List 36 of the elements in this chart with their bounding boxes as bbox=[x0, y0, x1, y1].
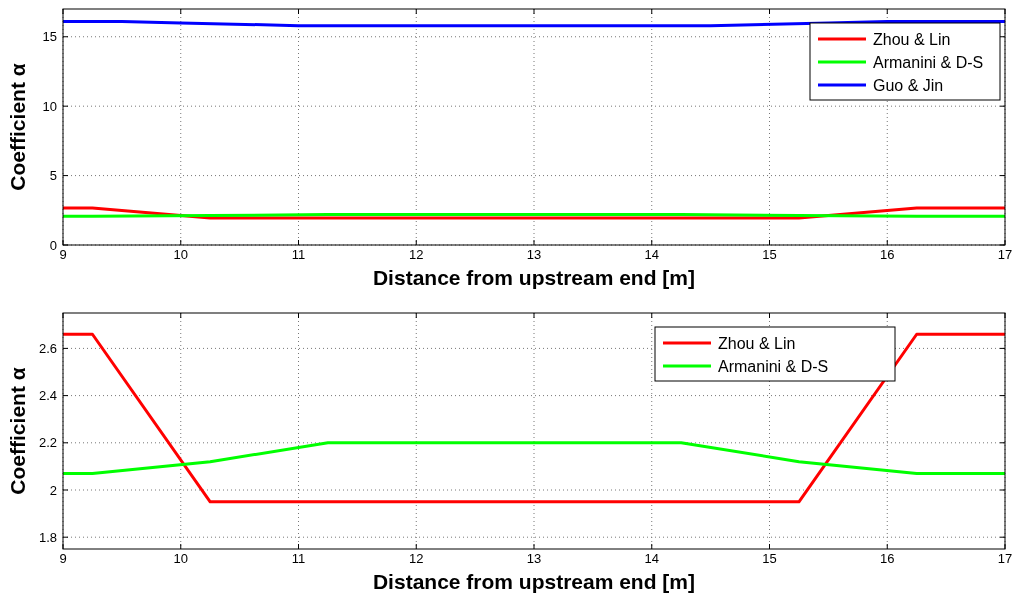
y-axis-title: Coefficient α bbox=[6, 63, 29, 191]
y-axis-title: Coefficient α bbox=[6, 367, 29, 495]
legend-label: Guo & Jin bbox=[873, 76, 944, 94]
y-tick-label: 0 bbox=[49, 237, 57, 253]
x-tick-label: 10 bbox=[173, 247, 188, 262]
x-tick-label: 12 bbox=[409, 551, 424, 566]
x-tick-label: 15 bbox=[762, 551, 777, 566]
x-tick-label: 15 bbox=[762, 247, 777, 262]
x-tick-label: 17 bbox=[997, 551, 1013, 566]
y-tick-label: 15 bbox=[42, 29, 57, 45]
y-tick-label: 2.4 bbox=[38, 388, 57, 404]
legend-label: Armanini & D-S bbox=[873, 53, 984, 71]
x-axis-title: Distance from upstream end [m] bbox=[372, 266, 696, 289]
y-tick-label: 1.8 bbox=[38, 529, 57, 545]
y-tick-label: 5 bbox=[49, 168, 57, 184]
x-tick-label: 11 bbox=[291, 247, 306, 262]
x-tick-label: 13 bbox=[526, 247, 542, 262]
x-tick-label: 11 bbox=[291, 551, 306, 566]
legend-label: Armanini & D-S bbox=[718, 357, 829, 375]
x-tick-label: 14 bbox=[644, 247, 659, 262]
legend-label: Zhou & Lin bbox=[873, 30, 951, 48]
x-tick-label: 16 bbox=[880, 247, 895, 262]
y-tick-label: 10 bbox=[42, 98, 57, 114]
x-tick-label: 14 bbox=[644, 551, 659, 566]
x-tick-label: 10 bbox=[173, 551, 188, 566]
x-axis-title: Distance from upstream end [m] bbox=[372, 570, 696, 593]
legend-label: Zhou & Lin bbox=[718, 334, 796, 352]
x-tick-label: 16 bbox=[880, 551, 895, 566]
x-tick-label: 9 bbox=[59, 247, 67, 262]
x-tick-label: 9 bbox=[59, 551, 67, 566]
x-tick-label: 17 bbox=[997, 247, 1013, 262]
x-tick-label: 12 bbox=[409, 247, 424, 262]
y-tick-label: 2.2 bbox=[38, 435, 57, 451]
y-tick-label: 2 bbox=[49, 482, 57, 498]
x-tick-label: 13 bbox=[526, 551, 542, 566]
y-tick-label: 2.6 bbox=[38, 340, 57, 356]
